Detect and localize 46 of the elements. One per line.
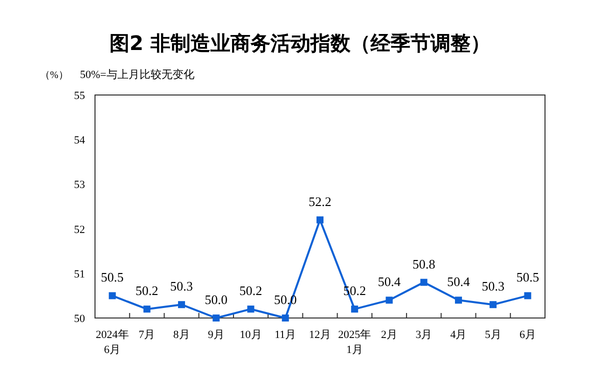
point <box>454 296 462 304</box>
y-tick-label: 55 <box>74 90 86 102</box>
point <box>420 278 428 286</box>
x-tick-label: 2月 <box>380 329 398 341</box>
point <box>386 296 393 304</box>
y-tick-label: 52 <box>74 224 85 236</box>
data-label: 50.3 <box>170 278 193 294</box>
point <box>351 306 358 313</box>
x-tick-label: 2025年 1月 <box>338 329 372 356</box>
point <box>316 216 324 224</box>
point <box>490 301 497 308</box>
point <box>212 314 220 322</box>
point <box>282 314 289 322</box>
point <box>108 292 116 300</box>
text: 50%=与上月比较无变化 <box>80 68 194 81</box>
point <box>524 292 532 300</box>
x-tick-label: 8月 <box>173 329 190 341</box>
y-tick-label: 53 <box>74 179 86 192</box>
x-tick-label: 2024年 6月 <box>96 329 129 356</box>
y-tick-label: 51 <box>74 268 85 280</box>
point <box>247 306 254 313</box>
x-tick-label: 3月 <box>416 329 432 341</box>
x-tick-label: 7月 <box>138 329 156 341</box>
x-tick-label: 12月 <box>309 329 331 341</box>
data-label: 50.5 <box>516 270 540 285</box>
y-tick-label: 54 <box>74 134 86 147</box>
data-label: 50.5 <box>100 270 124 285</box>
x-tick-label: 4月 <box>450 329 467 341</box>
data-label: 50.2 <box>239 283 262 298</box>
x-tick-label: 10月 <box>240 329 262 341</box>
y-axis-title: （%） <box>40 70 68 81</box>
data-label: 50.2 <box>136 283 158 298</box>
x-tick-label: 6月 <box>519 329 536 341</box>
data-label: 50.8 <box>412 256 436 272</box>
data-label: 50.4 <box>447 274 470 290</box>
chart-title: 图2 非制造业商务活动指数（经季节调整） <box>110 31 490 55</box>
data-label: 50.0 <box>204 292 228 307</box>
data-label: 50.3 <box>482 278 504 294</box>
point <box>178 301 186 308</box>
x-tick-label: 11月 <box>274 329 296 341</box>
x-tick-label: 9月 <box>208 329 224 341</box>
y-tick-label: 50 <box>74 313 86 325</box>
data-label: 50.4 <box>378 274 402 290</box>
x-tick-label: 5月 <box>484 329 502 341</box>
data-label: 52.2 <box>308 194 332 209</box>
point <box>143 306 150 313</box>
